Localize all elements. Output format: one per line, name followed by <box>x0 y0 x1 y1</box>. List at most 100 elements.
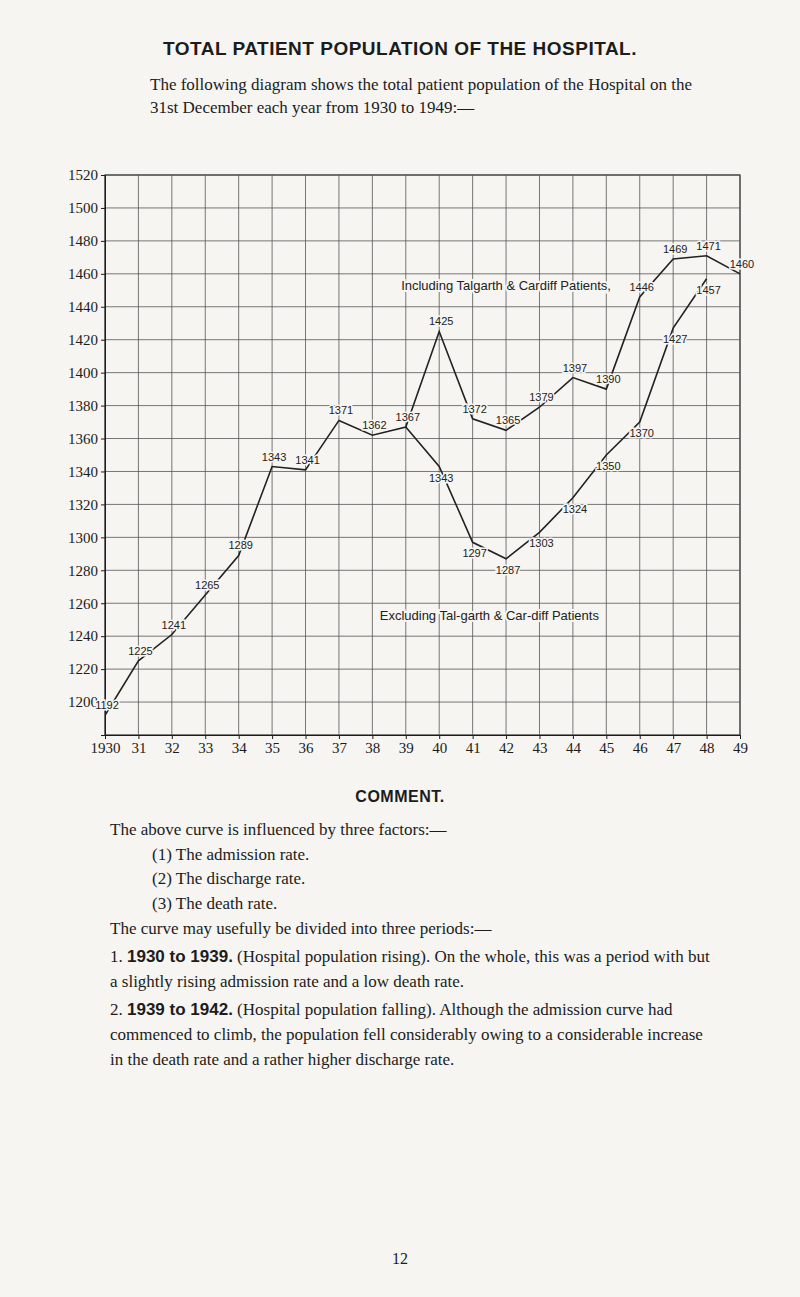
y-tick-mark <box>101 603 105 604</box>
period-span: 1930 to 1939. <box>127 947 233 966</box>
x-tick: 38 <box>365 735 380 756</box>
x-tick: 37 <box>332 735 348 756</box>
y-tick: 1340 <box>68 464 105 480</box>
series-name: Including Talgarth & Cardiff Patients, <box>401 278 611 293</box>
y-tick: 1480 <box>68 233 105 249</box>
x-tick: 33 <box>198 735 213 756</box>
data-label: 1341 <box>295 454 319 466</box>
x-tick-mark <box>105 735 106 739</box>
data-label: 1192 <box>95 699 119 711</box>
y-tick-mark <box>101 406 105 407</box>
x-tick-label: 36 <box>299 740 315 756</box>
y-tick-label: 1280 <box>68 563 98 579</box>
x-tick-mark <box>306 735 307 739</box>
grid-line-y <box>105 273 740 274</box>
y-tick-mark <box>101 307 105 308</box>
series-line <box>105 256 740 716</box>
x-tick-label: 35 <box>265 740 280 756</box>
grid-line-x <box>706 175 707 735</box>
y-tick-mark <box>101 537 105 538</box>
x-tick: 44 <box>566 735 582 756</box>
period-span: 1939 to 1942. <box>127 1000 233 1019</box>
y-tick-label: 1440 <box>68 299 98 315</box>
y-tick-label: 1220 <box>68 661 98 677</box>
x-tick: 43 <box>532 735 547 756</box>
x-tick-label: 34 <box>232 740 248 756</box>
y-tick-label: 1400 <box>68 365 98 381</box>
y-axis-line <box>101 176 106 736</box>
y-tick: 1400 <box>68 365 105 381</box>
grid-line-x <box>205 175 206 735</box>
grid-line-x <box>539 175 540 735</box>
y-tick: 1280 <box>68 563 105 579</box>
comment-lead: The above curve is influenced by three f… <box>110 818 710 843</box>
x-tick-mark <box>406 735 407 739</box>
y-tick: 1460 <box>68 266 105 282</box>
data-label: 1241 <box>162 619 186 631</box>
y-tick: 1220 <box>68 661 105 677</box>
y-tick-mark <box>101 504 105 505</box>
y-tick-label: 1480 <box>68 233 98 249</box>
data-label: 1324 <box>563 503 587 515</box>
x-tick: 35 <box>265 735 280 756</box>
y-tick-label: 1420 <box>68 332 98 348</box>
y-tick: 1240 <box>68 628 105 644</box>
factor: (2) The discharge rate. <box>110 867 710 892</box>
y-tick-label: 1360 <box>68 431 98 447</box>
data-label: 1362 <box>362 419 386 431</box>
x-tick-label: 49 <box>733 740 748 756</box>
data-label: 1265 <box>195 579 219 591</box>
y-tick-mark <box>101 439 105 440</box>
data-label: 1297 <box>462 547 486 559</box>
x-tick-label: 45 <box>599 740 614 756</box>
x-tick-mark <box>439 735 440 739</box>
y-tick-label: 1520 <box>68 167 98 183</box>
data-label: 1343 <box>262 451 286 463</box>
lines <box>105 256 740 716</box>
x-tick: 47 <box>666 735 682 756</box>
data-label: 1446 <box>629 281 653 293</box>
x-tick-mark <box>372 735 373 739</box>
x-tick-label: 1930 <box>91 740 121 756</box>
y-tick-mark <box>101 274 105 275</box>
x-tick-label: 31 <box>131 740 146 756</box>
x-tick-mark <box>606 735 607 739</box>
x-tick: 49 <box>733 735 748 756</box>
y-tick-label: 1200 <box>68 694 98 710</box>
grid-line-x <box>506 175 507 735</box>
x-tick: 36 <box>299 735 315 756</box>
x-tick: 42 <box>499 735 514 756</box>
plot-frame <box>105 175 740 735</box>
grid-line-y <box>105 669 740 670</box>
y-tick-mark <box>101 208 105 209</box>
grid-line-x <box>639 175 640 735</box>
y-tick: 1440 <box>68 299 105 315</box>
data-label: 1390 <box>596 373 620 385</box>
x-tick-mark <box>506 735 507 739</box>
data-label: 1379 <box>529 391 553 403</box>
x-axis: 1930313233343536373839404142434445464748… <box>91 735 749 756</box>
comment-heading: COMMENT. <box>0 788 800 806</box>
grid-line-x <box>372 175 373 735</box>
y-tick-mark <box>101 669 105 670</box>
grid-line-y <box>105 636 740 637</box>
periods-lead: The curve may usefully be divided into t… <box>110 917 710 942</box>
data-label: 1425 <box>429 315 453 327</box>
x-tick-mark <box>539 735 540 739</box>
grid-line-x <box>439 175 440 735</box>
comment-body: The above curve is influenced by three f… <box>110 818 710 1072</box>
y-tick: 1320 <box>68 497 105 513</box>
x-tick-label: 39 <box>399 740 414 756</box>
y-tick: 1360 <box>68 431 105 447</box>
grid-line-x <box>472 175 473 735</box>
x-tick: 31 <box>131 735 146 756</box>
data-label: 1397 <box>563 362 587 374</box>
intro-text: The following diagram shows the total pa… <box>150 74 710 120</box>
grid-line-y <box>105 537 740 538</box>
period-number: 2. <box>110 1000 123 1019</box>
x-tick-label: 43 <box>532 740 547 756</box>
grid-line-y <box>105 306 740 307</box>
period-number: 1. <box>110 947 123 966</box>
x-tick-mark <box>339 735 340 739</box>
chart: 1200122012401260128013001320134013601380… <box>0 140 800 780</box>
